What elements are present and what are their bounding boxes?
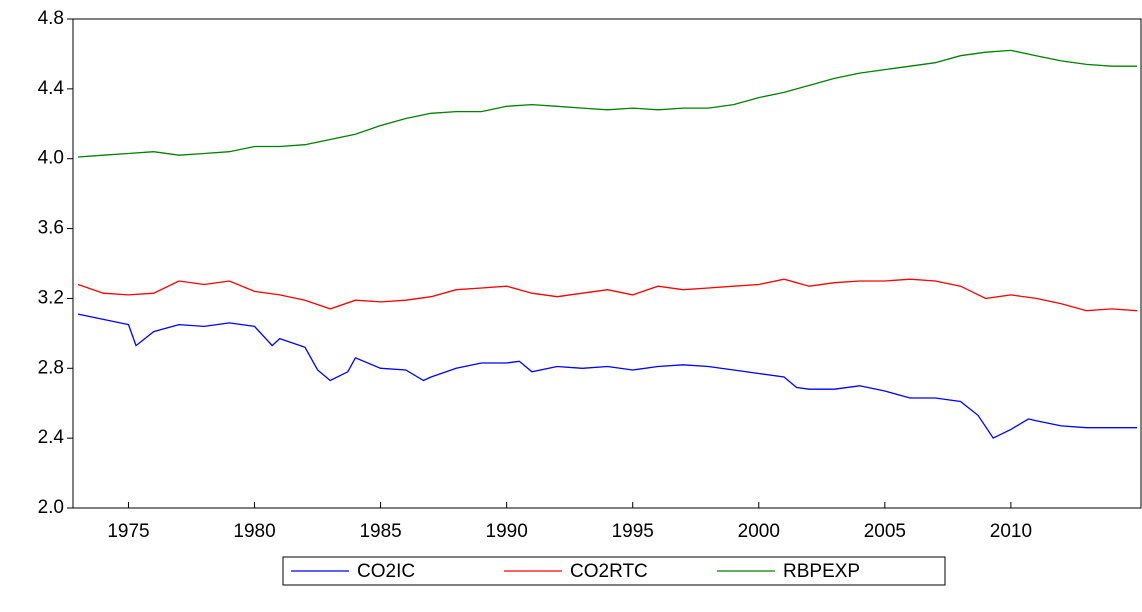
legend-box <box>282 556 946 586</box>
x-tick-label: 2005 <box>864 521 906 542</box>
y-tick-label: 3.2 <box>38 287 64 308</box>
y-tick-label: 4.4 <box>38 78 65 99</box>
y-tick-label: 4.0 <box>38 148 64 169</box>
x-tick-label: 1985 <box>359 521 401 542</box>
y-tick-label: 2.0 <box>38 497 64 518</box>
legend-label: CO2IC <box>357 561 415 582</box>
y-tick-label: 2.8 <box>38 357 64 378</box>
x-tick-label: 2000 <box>738 521 780 542</box>
series-line <box>77 49 1137 158</box>
x-tick-label: 1975 <box>107 521 149 542</box>
plot-frame <box>72 18 1142 509</box>
x-tick-label: 1990 <box>486 521 528 542</box>
y-tick-label: 2.4 <box>38 427 65 448</box>
x-tick-label: 1980 <box>233 521 275 542</box>
series-line <box>77 278 1138 312</box>
legend-label: CO2RTC <box>570 561 648 582</box>
x-tick-label: 1995 <box>612 521 654 542</box>
y-tick-label: 4.8 <box>38 8 64 29</box>
series-line <box>77 313 1137 439</box>
y-tick-label: 3.6 <box>38 218 64 239</box>
legend-label: RBPEXP <box>783 561 860 582</box>
x-tick-label: 2010 <box>990 521 1032 542</box>
